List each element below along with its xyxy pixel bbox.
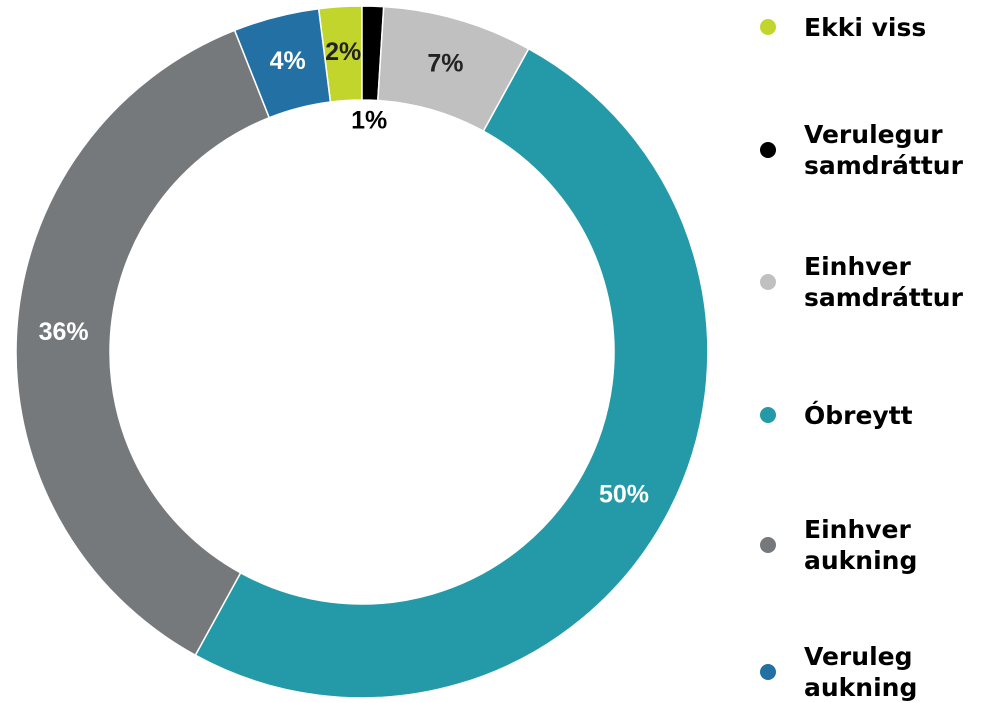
legend-label: Veruleg aukning	[804, 642, 918, 702]
legend-item: Ekki viss	[760, 12, 990, 43]
legend-item: Verulegur samdráttur	[760, 119, 990, 181]
slice-label: 2%	[325, 38, 361, 66]
slice-label: 1%	[351, 107, 387, 135]
legend-swatch	[760, 664, 776, 680]
legend-swatch	[760, 407, 776, 423]
slice-label: 50%	[599, 481, 649, 509]
legend-item: Einhver aukning	[760, 514, 990, 576]
donut-slice	[233, 7, 332, 119]
legend-label: Einhver samdráttur	[804, 252, 963, 312]
legend-item: Einhver samdráttur	[760, 251, 990, 313]
legend-swatch	[760, 274, 776, 290]
legend-label: Óbreytt	[804, 400, 913, 430]
donut-slice	[194, 47, 709, 699]
slice-label: 4%	[270, 47, 306, 75]
chart: 2% 1% 7% 50% 36% 4%	[15, 5, 709, 699]
legend-swatch	[760, 142, 776, 158]
legend-item: Veruleg aukning	[760, 641, 990, 703]
donut-slice	[15, 29, 271, 657]
legend-swatch	[760, 537, 776, 553]
legend-label: Einhver aukning	[804, 515, 918, 575]
legend-label: Ekki viss	[804, 12, 927, 42]
slice-label: 7%	[427, 49, 463, 77]
slice-label: 36%	[39, 318, 89, 346]
legend-item: Óbreytt	[760, 400, 990, 431]
legend-label: Verulegur samdráttur	[804, 120, 963, 180]
legend-swatch	[760, 19, 776, 35]
